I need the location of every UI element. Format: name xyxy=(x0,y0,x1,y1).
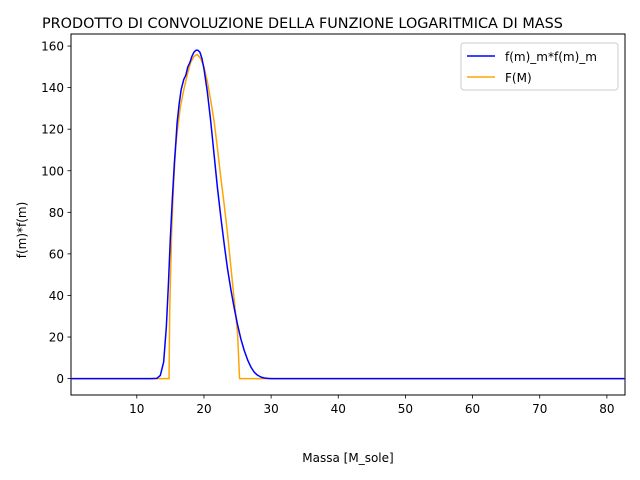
legend: f(m)_m*f(m)_m F(M) xyxy=(460,42,619,91)
y-tick-label: 140 xyxy=(41,81,64,95)
x-tick-label: 60 xyxy=(465,402,480,416)
x-tick-label: 70 xyxy=(532,402,547,416)
x-tick-label: 10 xyxy=(129,402,144,416)
y-tick-label: 80 xyxy=(49,206,64,220)
x-axis-label: Massa [M_sole] xyxy=(302,451,393,465)
y-tick-label: 20 xyxy=(49,331,64,345)
x-tick-label: 20 xyxy=(196,402,211,416)
y-axis-label: f(m)*f(m) xyxy=(15,202,29,259)
x-axis-ticks: 10 20 30 40 50 60 70 80 xyxy=(129,395,615,416)
x-tick-label: 30 xyxy=(263,402,278,416)
y-tick-label: 120 xyxy=(41,123,64,137)
x-tick-label: 40 xyxy=(331,402,346,416)
legend-box xyxy=(460,42,619,91)
series-line-1 xyxy=(71,49,625,380)
y-tick-label: 100 xyxy=(41,164,64,178)
plot-frame xyxy=(70,33,626,396)
y-tick-label: 60 xyxy=(49,247,64,261)
y-tick-label: 160 xyxy=(41,40,64,54)
y-tick-label: 40 xyxy=(49,289,64,303)
y-axis-ticks: 0 20 40 60 80 100 120 140 160 xyxy=(41,40,71,386)
legend-label-series-2: F(M) xyxy=(505,71,532,85)
legend-label-series-1: f(m)_m*f(m)_m xyxy=(505,50,597,64)
x-tick-label: 80 xyxy=(599,402,614,416)
chart-title: PRODOTTO DI CONVOLUZIONE DELLA FUNZIONE … xyxy=(42,16,563,32)
series-layer xyxy=(71,49,625,380)
x-tick-label: 50 xyxy=(398,402,413,416)
y-tick-label: 0 xyxy=(56,372,64,386)
